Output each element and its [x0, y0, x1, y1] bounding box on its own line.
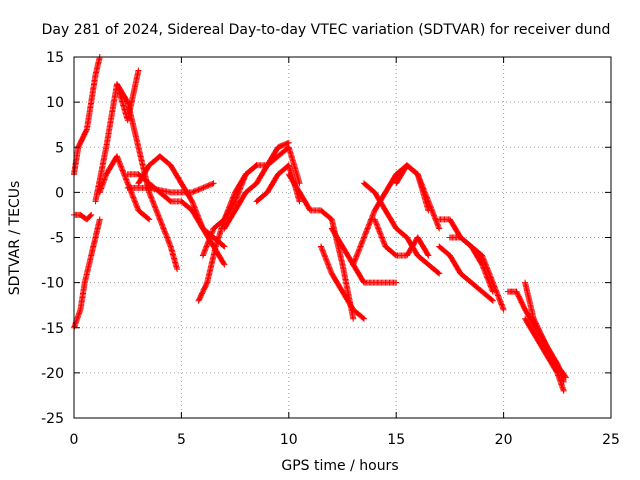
- y-tick-label: 15: [46, 50, 64, 66]
- series-track-5: [96, 153, 153, 223]
- x-tick-label: 10: [280, 432, 298, 448]
- chart-title: Day 281 of 2024, Sidereal Day-to-day VTE…: [42, 22, 611, 38]
- y-tick-label: 0: [55, 185, 64, 201]
- y-tick-label: -5: [50, 231, 64, 247]
- series-track-12: [221, 144, 303, 232]
- data-points: [71, 54, 569, 394]
- y-tick-label: 10: [46, 95, 64, 111]
- axes: 0 5 10 15 20 25 -25 -20 -15 -10 -5 0 5 10 15: [41, 50, 620, 448]
- series-track-23: [436, 243, 496, 304]
- y-tick-label: -25: [41, 411, 64, 427]
- y-tick-label: -10: [41, 276, 64, 292]
- series-track-25: [522, 315, 567, 394]
- y-tick-label: 5: [55, 140, 64, 156]
- y-tick-label: -20: [41, 366, 64, 382]
- x-tick-label: 5: [177, 432, 186, 448]
- series-markers: [522, 279, 569, 381]
- series-track-19: [371, 216, 432, 259]
- y-tick-label: -15: [41, 321, 64, 337]
- series-markers: [436, 243, 496, 304]
- series-markers: [393, 162, 443, 232]
- series-track-15: [318, 243, 367, 322]
- series-markers: [96, 153, 153, 223]
- series-markers: [371, 216, 432, 259]
- y-axis-label: SDTVAR / TECUs: [7, 181, 23, 296]
- x-tick-label: 0: [70, 432, 79, 448]
- series-markers: [318, 243, 367, 322]
- x-axis-label: GPS time / hours: [281, 458, 398, 474]
- series-track-26: [522, 279, 569, 381]
- series-markers: [124, 180, 217, 196]
- x-tick-label: 25: [602, 432, 620, 448]
- series-markers: [522, 315, 567, 394]
- series-markers: [221, 144, 303, 232]
- x-tick-label: 20: [495, 432, 513, 448]
- series-track-20: [393, 162, 443, 232]
- series-track-9: [124, 180, 217, 196]
- series-markers: [446, 234, 496, 295]
- x-tick-label: 15: [387, 432, 405, 448]
- series-track-22: [446, 234, 496, 295]
